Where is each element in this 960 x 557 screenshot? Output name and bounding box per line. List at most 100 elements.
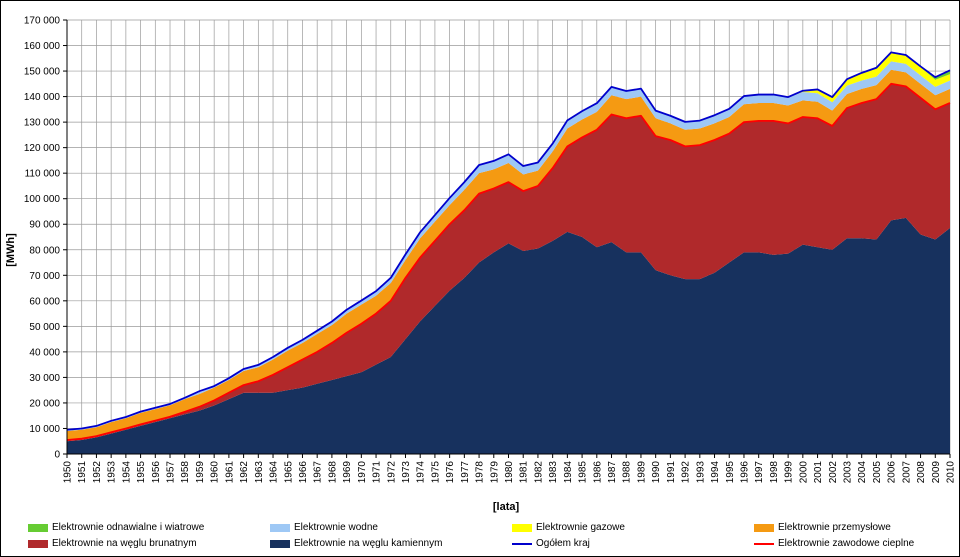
x-tick-label: 1973 (401, 461, 412, 484)
x-tick-label: 2006 (887, 461, 898, 484)
line-series (66, 51, 951, 441)
y-tick-label: 100 000 (24, 194, 61, 205)
x-tick-label: 1997 (754, 461, 765, 484)
line-elektrownie-zawodowe-cieplne (66, 82, 951, 441)
x-tick-label: 1972 (386, 461, 397, 484)
x-axis-label: [lata] (493, 501, 520, 513)
x-tick-label: 1953 (107, 461, 118, 484)
x-tick-label: 1976 (445, 461, 456, 484)
x-tick-label: 1983 (548, 461, 559, 484)
x-tick-label: 1981 (519, 461, 530, 484)
legend-item: Elektrownie przemysłowe (754, 522, 891, 533)
y-tick-label: 40 000 (29, 347, 60, 358)
y-tick-labels: 0 10 000 20 000 30 000 40 000 50 000 60 000 70 … (24, 16, 61, 461)
x-tick-label: 1991 (666, 461, 677, 484)
x-tick-label: 1955 (136, 461, 147, 484)
x-tick-label: 1988 (622, 461, 633, 484)
legend-label: Elektrownie odnawialne i wiatrowe (52, 522, 205, 533)
x-tick-label: 2001 (813, 461, 824, 484)
x-tick-label: 2008 (916, 461, 927, 484)
y-tick-label: 160 000 (24, 41, 61, 52)
y-tick-label: 90 000 (29, 220, 60, 231)
legend-swatch (754, 542, 774, 545)
x-tick-label: 1950 (63, 461, 74, 484)
legend-swatch (270, 539, 290, 548)
legend-label: Elektrownie wodne (294, 522, 378, 533)
legend-label: Elektrownie zawodowe cieplne (778, 538, 915, 549)
y-tick-label: 120 000 (24, 143, 61, 154)
legend-item: Elektrownie odnawialne i wiatrowe (28, 522, 204, 533)
x-tick-label: 1974 (416, 461, 427, 484)
x-tick-label: 1992 (681, 461, 692, 484)
x-tick-label: 2000 (798, 461, 809, 484)
x-tick-label: 1977 (460, 461, 471, 484)
x-tick-labels: 1950 1951 1952 1953 1954 1955 1956 1957 1958 1959… (63, 461, 957, 484)
x-tick-label: 2010 (946, 461, 957, 484)
x-tick-label: 2002 (828, 461, 839, 484)
area-series (67, 51, 950, 454)
x-tick-label: 1966 (298, 461, 309, 484)
legend-item: Elektrownie na węglu kamiennym (270, 538, 442, 549)
x-tick-label: 1961 (224, 461, 235, 484)
y-tick-label: 30 000 (29, 373, 60, 384)
x-tick-label: 1986 (592, 461, 603, 484)
x-tick-label: 1979 (489, 461, 500, 484)
y-tick-label: 20 000 (29, 398, 60, 409)
x-tick-label: 1958 (180, 461, 191, 484)
area-elektrownie-na-w-glu-brunatnym (67, 83, 950, 442)
legend-swatch (512, 523, 532, 532)
x-tick-label: 1968 (327, 461, 338, 484)
x-tick-label: 1951 (77, 461, 88, 484)
x-tick-label: 1970 (357, 461, 368, 484)
x-tick-label: 1962 (239, 461, 250, 484)
x-tick-label: 1957 (166, 461, 177, 484)
x-tick-label: 1980 (504, 461, 515, 484)
y-tick-label: 150 000 (24, 67, 61, 78)
legend-label: Elektrownie na węglu kamiennym (294, 538, 443, 549)
x-tick-label: 1982 (533, 461, 544, 484)
y-tick-label: 70 000 (29, 271, 60, 282)
x-tick-label: 2005 (872, 461, 883, 484)
legend-label: Elektrownie na węglu brunatnym (52, 538, 197, 549)
legend-swatch (754, 523, 774, 532)
x-tick-label: 1995 (725, 461, 736, 484)
x-tick-label: 1989 (636, 461, 647, 484)
stacked-area-chart: 0 10 000 20 000 30 000 40 000 50 000 60 000 70 … (5, 16, 957, 514)
legend-swatch (28, 539, 48, 548)
x-tick-label: 1975 (430, 461, 441, 484)
y-tick-label: 170 000 (24, 16, 61, 27)
y-tick-label: 110 000 (25, 169, 61, 180)
y-tick-label: 140 000 (24, 92, 61, 103)
x-tick-label: 1984 (563, 461, 574, 484)
legend-item: Elektrownie zawodowe cieplne (754, 538, 914, 549)
y-tick-label: 130 000 (24, 118, 61, 129)
x-tick-label: 1994 (710, 461, 721, 484)
x-tick-label: 1963 (254, 461, 265, 484)
legend-swatch (512, 542, 532, 545)
legend-item: Elektrownie wodne (270, 522, 378, 533)
y-tick-label: 0 (54, 450, 60, 461)
x-tick-label: 2009 (931, 461, 942, 484)
area-elektrownie-na-w-glu-kamiennym (67, 217, 950, 454)
legend-item: Elektrownie gazowe (512, 522, 625, 533)
legend-label: Elektrownie przemysłowe (778, 522, 891, 533)
x-tick-label: 1990 (651, 461, 662, 484)
y-tick-label: 50 000 (29, 322, 60, 333)
x-tick-label: 1985 (578, 461, 589, 484)
legend-swatch (28, 523, 48, 532)
x-tick-label: 1971 (372, 461, 383, 484)
x-tick-label: 1954 (121, 461, 132, 484)
line-og-em-kraj (66, 51, 951, 431)
legend-item: Elektrownie na węglu brunatnym (28, 538, 197, 549)
x-tick-label: 1993 (695, 461, 706, 484)
legend-swatch (270, 523, 290, 532)
legend-label: Elektrownie gazowe (536, 522, 625, 533)
x-tick-label: 1960 (210, 461, 221, 484)
x-tick-label: 1978 (475, 461, 486, 484)
x-tick-label: 1959 (195, 461, 206, 484)
x-tick-label: 1998 (769, 461, 780, 484)
legend-item: Ogółem kraj (512, 538, 590, 549)
y-tick-label: 60 000 (29, 296, 60, 307)
x-tick-label: 1964 (269, 461, 280, 484)
x-tick-label: 1987 (607, 461, 618, 484)
